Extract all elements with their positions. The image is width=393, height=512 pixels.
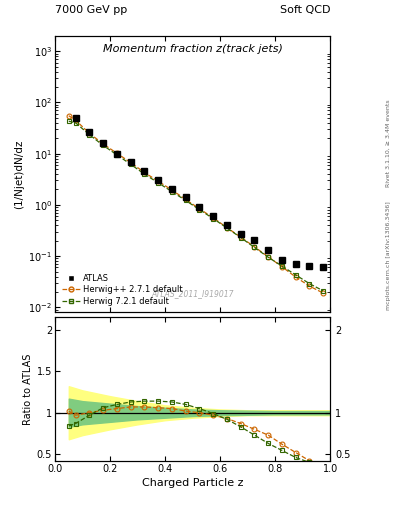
Y-axis label: Ratio to ATLAS: Ratio to ATLAS: [23, 353, 33, 425]
Legend: ATLAS, Herwig++ 2.7.1 default, Herwig 7.2.1 default: ATLAS, Herwig++ 2.7.1 default, Herwig 7.…: [59, 271, 185, 308]
Y-axis label: (1/Njet)dN/dz: (1/Njet)dN/dz: [14, 139, 24, 209]
Text: Soft QCD: Soft QCD: [280, 5, 330, 15]
Text: ATLAS_2011_I919017: ATLAS_2011_I919017: [151, 289, 234, 298]
Text: 7000 GeV pp: 7000 GeV pp: [55, 5, 127, 15]
Text: Rivet 3.1.10, ≥ 3.4M events: Rivet 3.1.10, ≥ 3.4M events: [386, 99, 391, 187]
X-axis label: Charged Particle z: Charged Particle z: [142, 478, 243, 488]
Text: mcplots.cern.ch [arXiv:1306.3436]: mcplots.cern.ch [arXiv:1306.3436]: [386, 202, 391, 310]
Text: Momentum fraction z(track jets): Momentum fraction z(track jets): [103, 44, 283, 54]
